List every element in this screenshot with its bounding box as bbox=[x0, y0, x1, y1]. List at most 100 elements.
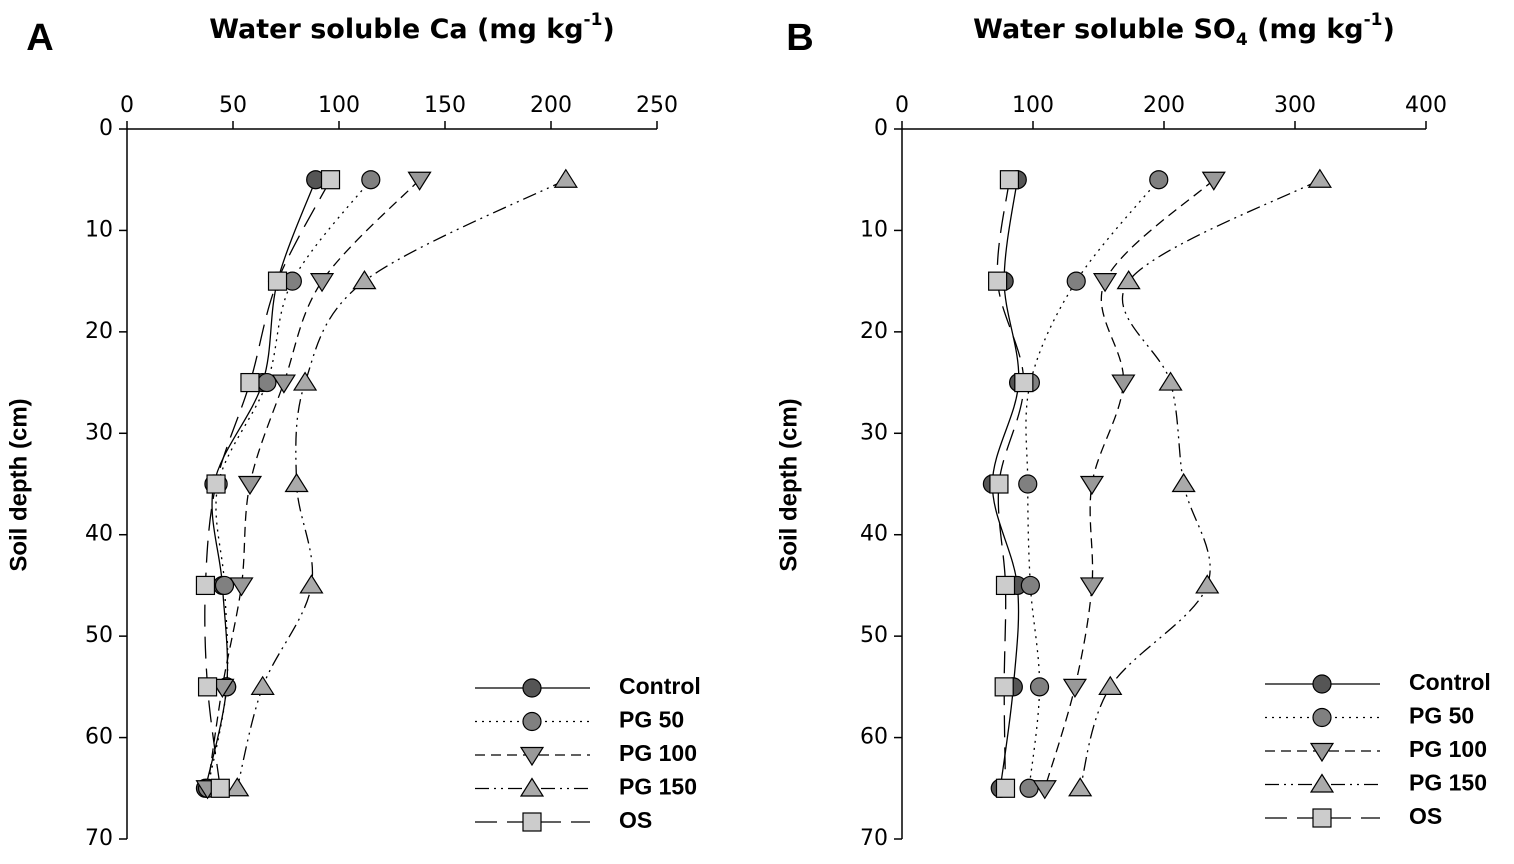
marker bbox=[1018, 474, 1038, 494]
marker bbox=[994, 677, 1014, 697]
marker bbox=[229, 577, 254, 597]
legend-label: PG 150 bbox=[619, 774, 697, 800]
marker bbox=[197, 677, 218, 697]
y-axis-label: Soil depth (cm) bbox=[775, 398, 802, 571]
title-part: 4 bbox=[1236, 30, 1248, 50]
legend-label: PG 150 bbox=[1409, 770, 1487, 796]
y-tick-label: 40 bbox=[85, 522, 113, 547]
marker bbox=[271, 374, 296, 394]
marker bbox=[1149, 170, 1169, 190]
marker bbox=[1066, 271, 1086, 291]
marker bbox=[284, 472, 309, 493]
marker bbox=[225, 777, 250, 797]
legend-marker bbox=[1312, 707, 1332, 728]
marker bbox=[1111, 374, 1136, 394]
marker bbox=[1195, 574, 1220, 594]
marker bbox=[214, 575, 235, 596]
marker bbox=[1116, 270, 1141, 290]
marker bbox=[989, 474, 1009, 494]
marker bbox=[320, 170, 341, 190]
legend-marker bbox=[522, 812, 542, 832]
y-tick-label: 40 bbox=[860, 522, 888, 547]
legend-label: PG 100 bbox=[1409, 736, 1487, 762]
chart-title: Water soluble SO4 (mg kg-1) bbox=[973, 10, 1395, 50]
series-line bbox=[206, 179, 421, 789]
y-tick-label: 50 bbox=[860, 623, 888, 648]
title-part: -1 bbox=[584, 10, 603, 30]
legend-marker bbox=[1312, 808, 1332, 828]
marker bbox=[1307, 168, 1332, 188]
marker bbox=[1029, 677, 1050, 697]
marker bbox=[1171, 472, 1196, 493]
marker bbox=[1014, 372, 1034, 393]
marker bbox=[352, 270, 377, 290]
marker bbox=[292, 371, 318, 391]
y-tick-label: 60 bbox=[860, 725, 888, 750]
title-part: -1 bbox=[1364, 10, 1383, 30]
marker bbox=[309, 273, 335, 293]
legend-label: OS bbox=[1409, 803, 1442, 829]
series-line bbox=[206, 179, 372, 789]
title-part: (mg kg bbox=[1248, 14, 1364, 45]
series-line bbox=[236, 179, 567, 789]
legend-label: PG 50 bbox=[1409, 703, 1474, 729]
marker bbox=[210, 778, 230, 798]
legend-label: Control bbox=[1409, 669, 1491, 695]
x-tick-label: 100 bbox=[318, 93, 360, 118]
x-tick-label: 0 bbox=[120, 93, 134, 118]
legend-marker bbox=[1309, 773, 1335, 793]
marker bbox=[999, 170, 1020, 190]
marker bbox=[361, 170, 381, 190]
marker bbox=[407, 171, 432, 191]
y-tick-label: 10 bbox=[85, 217, 113, 242]
x-tick-label: 0 bbox=[895, 93, 909, 118]
x-tick-label: 400 bbox=[1405, 93, 1447, 118]
x-tick-label: 150 bbox=[424, 93, 466, 118]
x-tick-label: 200 bbox=[530, 93, 572, 118]
y-tick-label: 20 bbox=[860, 319, 888, 344]
y-tick-label: 30 bbox=[860, 420, 888, 445]
y-tick-label: 0 bbox=[99, 116, 113, 141]
marker bbox=[1201, 171, 1226, 191]
marker bbox=[237, 475, 263, 496]
panel-label: B bbox=[786, 17, 813, 59]
chart-title: Water soluble Ca (mg kg-1) bbox=[209, 10, 615, 45]
x-tick-label: 300 bbox=[1274, 93, 1316, 118]
y-tick-label: 0 bbox=[874, 116, 888, 141]
x-tick-label: 200 bbox=[1143, 93, 1185, 118]
legend-marker bbox=[1312, 674, 1332, 694]
title-part: Water soluble SO bbox=[973, 14, 1236, 45]
title-part: Water soluble Ca (mg kg bbox=[209, 14, 583, 45]
title-part: ) bbox=[602, 14, 614, 45]
legend-marker bbox=[519, 746, 545, 767]
legend-label: OS bbox=[619, 807, 652, 833]
y-tick-label: 60 bbox=[85, 725, 113, 750]
marker bbox=[206, 474, 226, 494]
y-tick-label: 10 bbox=[860, 217, 888, 242]
panel-label: A bbox=[26, 17, 53, 59]
y-tick-label: 70 bbox=[860, 826, 888, 851]
marker bbox=[988, 271, 1008, 291]
marker bbox=[1158, 371, 1183, 391]
marker bbox=[995, 778, 1016, 798]
legend-marker bbox=[519, 777, 545, 797]
y-axis-label: Soil depth (cm) bbox=[5, 398, 32, 571]
marker bbox=[267, 271, 288, 291]
y-tick-label: 20 bbox=[85, 319, 113, 344]
marker bbox=[240, 372, 260, 393]
marker bbox=[1092, 273, 1118, 293]
marker bbox=[195, 575, 216, 596]
title-part: ) bbox=[1383, 14, 1395, 45]
legend-label: PG 100 bbox=[619, 740, 697, 766]
y-tick-label: 50 bbox=[85, 623, 113, 648]
y-tick-label: 70 bbox=[85, 826, 113, 851]
marker bbox=[299, 574, 324, 594]
marker bbox=[1032, 780, 1057, 800]
marker bbox=[553, 168, 578, 188]
legend-marker bbox=[522, 711, 542, 732]
legend-label: Control bbox=[619, 673, 701, 699]
x-tick-label: 250 bbox=[636, 93, 678, 118]
legend-marker bbox=[1309, 742, 1335, 763]
marker bbox=[1020, 575, 1040, 596]
